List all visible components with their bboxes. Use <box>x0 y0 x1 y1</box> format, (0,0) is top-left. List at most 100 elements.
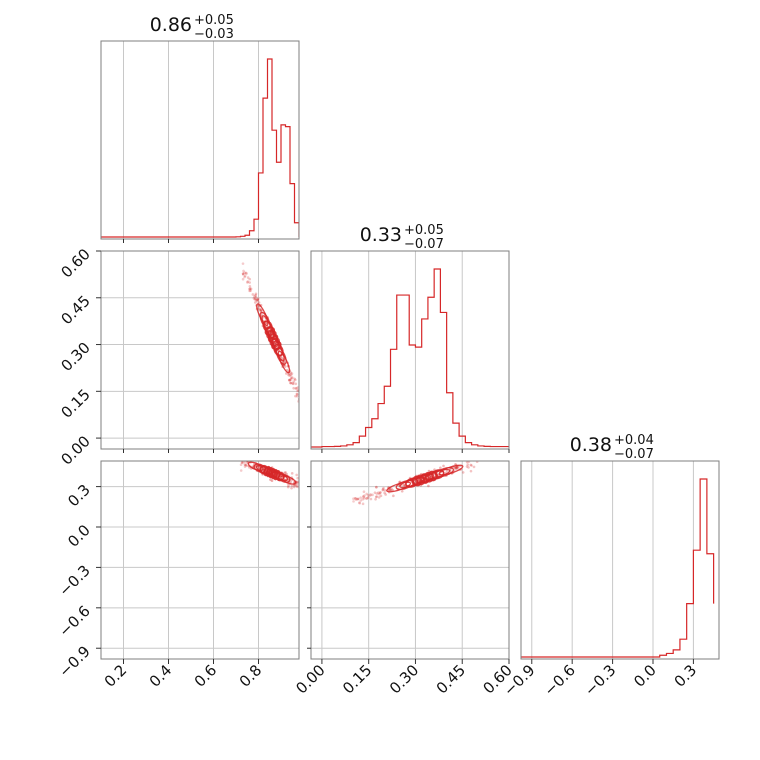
sample-point <box>251 293 255 296</box>
sample-point <box>365 496 369 500</box>
sample-point <box>241 461 245 464</box>
sample-point <box>243 463 247 466</box>
sample-point <box>300 485 303 488</box>
sample-point <box>292 386 295 390</box>
histogram-series-1 <box>311 268 509 448</box>
sample-point <box>296 482 299 485</box>
sample-point <box>243 465 247 468</box>
sample-point <box>375 485 378 489</box>
sample-point <box>291 382 294 385</box>
sample-point <box>248 287 251 291</box>
sample-point <box>254 297 257 301</box>
sample-point <box>249 287 253 291</box>
sample-point <box>367 496 370 499</box>
sample-point <box>455 466 459 469</box>
sample-point <box>362 490 366 494</box>
sample-point <box>296 386 299 389</box>
sample-point <box>384 493 387 496</box>
sample-point <box>287 484 290 487</box>
sample-point <box>240 458 243 461</box>
sample-point <box>239 451 242 454</box>
title-value: 0.86 <box>150 14 192 36</box>
contour-line <box>264 326 276 336</box>
y-tick-label: −0.3 <box>55 562 93 600</box>
sample-point <box>248 281 251 284</box>
sample-point <box>358 501 362 505</box>
sample-point <box>255 299 259 303</box>
contour-line <box>416 474 426 486</box>
panel-frame <box>310 460 510 660</box>
sample-point <box>454 466 457 470</box>
y-tick-label: 0.00 <box>57 432 93 468</box>
panel-title-1: 0.33 +0.05−0.07 <box>360 223 444 252</box>
sample-point <box>466 463 470 466</box>
contour-line <box>269 337 280 347</box>
sample-point <box>299 397 302 400</box>
sample-point <box>269 478 272 481</box>
sample-point <box>244 463 248 467</box>
x-tick-label: 0.30 <box>386 661 422 697</box>
sample-point <box>249 289 252 292</box>
sample-point <box>374 495 378 499</box>
sample-point <box>439 466 442 470</box>
sample-point <box>283 471 286 475</box>
sample-point <box>295 393 299 396</box>
contour-line <box>270 468 278 480</box>
sample-point <box>361 498 365 501</box>
sample-point <box>253 456 256 459</box>
sample-point <box>287 378 291 382</box>
title-lower-error: −0.03 <box>194 27 234 42</box>
sample-point <box>379 491 382 494</box>
sample-point <box>454 466 458 470</box>
sample-point <box>362 495 365 499</box>
sample-point <box>383 489 387 492</box>
x-tick-label: −0.3 <box>581 661 619 699</box>
sample-point <box>246 280 250 283</box>
sample-point <box>375 485 378 489</box>
panel-frame <box>310 250 510 450</box>
pair-panel-0-2 <box>100 451 303 660</box>
sample-point <box>377 491 380 494</box>
sample-point <box>289 373 293 377</box>
title-value: 0.38 <box>570 434 612 456</box>
sample-point <box>256 297 260 300</box>
contour-line <box>412 475 422 487</box>
sample-point <box>288 379 291 382</box>
sample-point <box>248 289 251 293</box>
sample-point <box>374 498 377 501</box>
y-tick-label: 0.30 <box>57 339 93 375</box>
sample-point <box>282 361 286 364</box>
sample-point <box>402 484 405 487</box>
sample-point <box>352 500 355 503</box>
x-tick-label: 0.2 <box>101 661 131 691</box>
sample-point <box>359 496 362 499</box>
sample-point <box>286 485 290 489</box>
sample-point <box>284 365 287 368</box>
sample-point <box>259 309 263 312</box>
sample-point <box>241 277 245 281</box>
sample-point <box>253 295 256 298</box>
contour-line <box>271 340 282 350</box>
sample-point <box>243 275 246 279</box>
histogram-series-0 <box>101 58 299 238</box>
sample-point <box>245 458 248 461</box>
sample-point <box>240 461 244 464</box>
sample-point <box>365 492 369 496</box>
sample-point <box>455 467 458 470</box>
sample-point <box>469 469 473 473</box>
x-axis-2: −0.9 −0.6 −0.3 0.0 0.3 <box>500 659 700 700</box>
sample-point <box>292 485 296 489</box>
sample-point <box>242 458 245 461</box>
sample-point <box>254 294 257 297</box>
sample-point <box>244 456 247 459</box>
sample-point <box>256 298 259 301</box>
contour-line <box>273 469 281 481</box>
sample-point <box>357 497 360 501</box>
sample-point <box>246 276 250 279</box>
sample-point <box>454 466 458 469</box>
sample-point <box>299 400 302 403</box>
sample-point <box>388 488 392 492</box>
sample-point <box>284 471 287 474</box>
sample-point <box>254 292 258 296</box>
sample-point <box>353 496 357 500</box>
